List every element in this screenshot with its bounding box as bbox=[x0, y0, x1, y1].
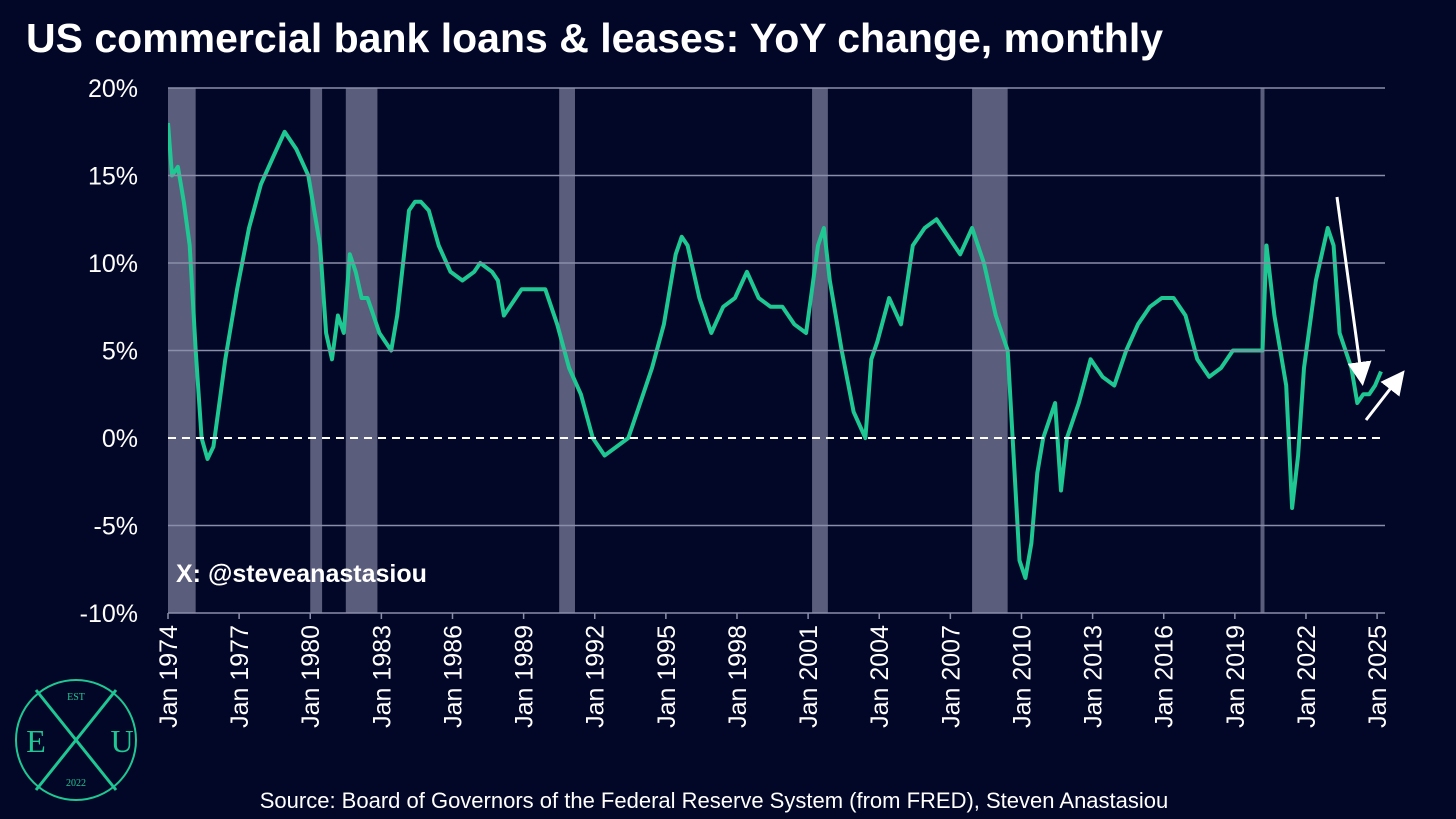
x-tick-label: Jan 2010 bbox=[1008, 625, 1036, 728]
logo-text: E bbox=[26, 723, 46, 759]
x-tick-label: Jan 1974 bbox=[155, 625, 183, 728]
x-tick-label: Jan 2004 bbox=[866, 625, 894, 728]
x-tick-label: Jan 1983 bbox=[368, 625, 396, 728]
x-tick-label: Jan 1980 bbox=[297, 625, 325, 728]
series-line bbox=[168, 122, 1383, 580]
logo-text: U bbox=[110, 723, 133, 759]
y-tick-label: 10% bbox=[88, 250, 138, 278]
logo-ring bbox=[15, 679, 137, 801]
source: Source: Board of Governors of the Federa… bbox=[260, 788, 1169, 813]
logo-stroke bbox=[34, 689, 118, 791]
logo-text: 2022 bbox=[66, 778, 86, 789]
x-tick-label: Jan 2007 bbox=[937, 625, 965, 728]
x-tick-label: Jan 2001 bbox=[795, 625, 823, 728]
logo: EST E U 2022 bbox=[15, 679, 137, 801]
y-tick-label: 15% bbox=[88, 163, 138, 191]
x-tick-label: Jan 2013 bbox=[1080, 625, 1108, 728]
x-tick-label: Jan 1986 bbox=[439, 625, 467, 728]
chart-title: US commercial bank loans & leases: YoY c… bbox=[26, 15, 1163, 61]
y-tick-label: 0% bbox=[102, 425, 138, 453]
x-tick-label: Jan 2025 bbox=[1364, 625, 1392, 728]
x-tick-label: Jan 1998 bbox=[724, 625, 752, 728]
y-tick-label: -5% bbox=[94, 513, 138, 541]
x-tick-label: Jan 1977 bbox=[226, 625, 254, 728]
y-tick-label: -10% bbox=[80, 600, 138, 628]
arrow-up bbox=[1364, 370, 1405, 421]
x-tick-label: Jan 1989 bbox=[511, 625, 539, 728]
y-tick-label: 5% bbox=[102, 338, 138, 366]
x-tick-label: Jan 1992 bbox=[582, 625, 610, 728]
y-tick-label: 20% bbox=[88, 75, 138, 103]
x-tick-label: Jan 2019 bbox=[1222, 625, 1250, 728]
x-tick-label: Jan 2022 bbox=[1293, 625, 1321, 728]
x-tick-label: Jan 2016 bbox=[1151, 625, 1179, 728]
arrow-down bbox=[1335, 196, 1372, 386]
x-tick-label: Jan 1995 bbox=[653, 625, 681, 728]
annotation: X: @steveanastasiou bbox=[176, 560, 427, 588]
logo-text: EST bbox=[67, 692, 85, 703]
